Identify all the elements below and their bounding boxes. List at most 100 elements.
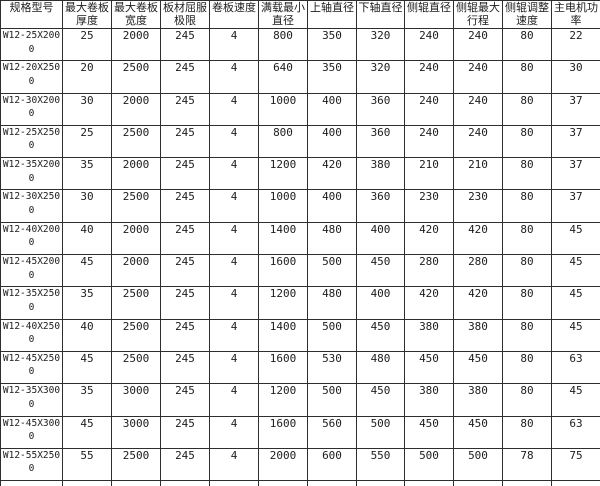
value-cell-lower_roll_diameter: 400 <box>356 221 405 256</box>
model-cell: W12-35X2000 <box>0 157 63 191</box>
value-cell-main_motor_power: 37 <box>551 189 600 223</box>
column-header-line: 主电机功 <box>554 1 598 15</box>
value-cell-full_load_min_diameter: 640 <box>258 60 308 94</box>
value-cell-side_roll_diameter: 240 <box>404 124 454 159</box>
table-row: W12-45X2500 45 2500 245 4 1600 530 480 450 450 80 6… <box>0 350 600 385</box>
table-row: W12-45X3000 45 3000 245 4 1600 560 500 450 450 80 6… <box>0 415 600 449</box>
value-cell-plate_yield_limit: 245 <box>160 350 210 385</box>
value-cell-side_roll_diameter: 280 <box>404 254 454 288</box>
value-cell-plate_yield_limit: 245 <box>160 254 210 288</box>
value-cell-rolling_speed: 4 <box>209 27 259 62</box>
value-cell-max_plate_thickness: 45 <box>62 415 112 449</box>
value-cell-plate_yield_limit: 245 <box>160 60 210 94</box>
value-cell-side_roll_max_stroke: 500 <box>453 447 503 482</box>
value-cell-lower_roll_diameter: 360 <box>356 124 405 159</box>
value-cell-side_roll_max_stroke: 380 <box>453 318 503 352</box>
table-row: W12-30X2500 30 2500 245 4 1000 400 360 230 230 80 3… <box>0 189 600 223</box>
value-cell-side_roll_diameter: 420 <box>404 221 454 256</box>
value-cell-lower_roll_diameter: 320 <box>356 27 405 62</box>
value-cell-max_plate_width: 3000 <box>111 383 161 417</box>
value-cell-side_roll_diameter: 240 <box>404 92 454 126</box>
value-cell-upper_roll_diameter: 530 <box>307 350 357 385</box>
column-header-full_load_min_diameter: 满载最小 直径 <box>258 0 308 29</box>
value-cell-upper_roll_diameter: 400 <box>307 92 357 126</box>
value-cell-side_roll_adjust_speed: 80 <box>502 60 552 94</box>
value-cell-plate_yield_limit: 245 <box>160 415 210 449</box>
value-cell-main_motor_power: 37 <box>551 92 600 126</box>
model-cell: W12-25X2000 <box>0 27 63 62</box>
value-cell-full_load_min_diameter: 800 <box>258 124 308 159</box>
value-cell-rolling_speed: 4 <box>209 221 259 256</box>
model-cell: W12-55X2500 <box>0 447 63 482</box>
value-cell-max_plate_width: 2000 <box>111 27 161 62</box>
value-cell-side_roll_adjust_speed: 80 <box>502 318 552 352</box>
value-cell-side_roll_max_stroke: 240 <box>453 60 503 94</box>
value-cell-rolling_speed: 4 <box>209 318 259 352</box>
value-cell-max_plate_thickness: 20 <box>62 60 112 94</box>
column-header-line: 厚度 <box>76 14 98 27</box>
column-header-line: 宽度 <box>125 14 147 27</box>
value-cell-full_load_min_diameter: 1200 <box>258 286 308 320</box>
table-row: W12-40X2000 40 2000 245 4 1400 480 400 420 420 80 4… <box>0 221 600 256</box>
column-header-line: 侧辊直径 <box>407 1 451 15</box>
table-row: W12-25X2500 25 2500 245 4 800 400 360 240 240 80 37 <box>0 124 600 159</box>
model-cell: W12-35X2500 <box>0 286 63 320</box>
value-cell-side_roll_max_stroke: 240 <box>453 27 503 62</box>
table-row: W12-35X3000 35 3000 245 4 1200 500 450 380 380 80 4… <box>0 383 600 417</box>
column-header-max_plate_thickness: 最大卷板 厚度 <box>62 0 112 29</box>
spec-table-body: W12-25X2000 25 2000 245 4 800 350 320 240 240 80 22… <box>0 27 600 486</box>
column-header-model: 规格型号 <box>0 0 63 29</box>
value-cell-main_motor_power: 63 <box>551 415 600 449</box>
column-header-upper_roll_diameter: 上轴直径 <box>307 0 357 29</box>
table-row: W12-25X2000 25 2000 245 4 800 350 320 240 240 80 22 <box>0 27 600 62</box>
column-header-line: 下轴直径 <box>358 1 403 15</box>
value-cell-lower_roll_diameter: 400 <box>356 286 405 320</box>
value-cell-lower_roll_diameter: 450 <box>356 318 405 352</box>
empty-cell <box>502 480 552 486</box>
value-cell-max_plate_width: 2000 <box>111 157 161 191</box>
value-cell-full_load_min_diameter: 1000 <box>258 189 308 223</box>
empty-cell <box>404 480 454 486</box>
value-cell-rolling_speed: 4 <box>209 254 259 288</box>
model-cell: W12-45X2500 <box>0 350 63 385</box>
column-header-lower_roll_diameter: 下轴直径 <box>356 0 405 29</box>
value-cell-rolling_speed: 4 <box>209 415 259 449</box>
value-cell-lower_roll_diameter: 380 <box>356 157 405 191</box>
value-cell-side_roll_adjust_speed: 80 <box>502 383 552 417</box>
value-cell-max_plate_thickness: 45 <box>62 254 112 288</box>
value-cell-upper_roll_diameter: 420 <box>307 157 357 191</box>
column-header-line: 率 <box>570 14 582 27</box>
model-cell: W12-40X2500 <box>0 318 63 352</box>
column-header-line: 最大卷板 <box>114 1 158 15</box>
value-cell-side_roll_max_stroke: 420 <box>453 286 503 320</box>
value-cell-rolling_speed: 4 <box>209 286 259 320</box>
model-cell: W12-20X2500 <box>0 60 63 94</box>
value-cell-main_motor_power: 63 <box>551 350 600 385</box>
value-cell-rolling_speed: 4 <box>209 383 259 417</box>
column-header-side_roll_diameter: 侧辊直径 <box>404 0 454 29</box>
value-cell-plate_yield_limit: 245 <box>160 92 210 126</box>
value-cell-plate_yield_limit: 245 <box>160 286 210 320</box>
empty-cell <box>258 480 308 486</box>
value-cell-side_roll_diameter: 500 <box>404 447 454 482</box>
column-header-rolling_speed: 卷板速度 <box>209 0 259 29</box>
value-cell-upper_roll_diameter: 600 <box>307 447 357 482</box>
column-header-main_motor_power: 主电机功率 <box>551 0 600 29</box>
model-cell: W12-45X2000 <box>0 254 63 288</box>
value-cell-main_motor_power: 37 <box>551 157 600 191</box>
value-cell-upper_roll_diameter: 560 <box>307 415 357 449</box>
table-row: W12-45X2000 45 2000 245 4 1600 500 450 280 280 80 4… <box>0 254 600 288</box>
empty-cell <box>111 480 161 486</box>
value-cell-side_roll_adjust_speed: 80 <box>502 350 552 385</box>
value-cell-side_roll_max_stroke: 240 <box>453 124 503 159</box>
value-cell-lower_roll_diameter: 550 <box>356 447 405 482</box>
value-cell-full_load_min_diameter: 1600 <box>258 415 308 449</box>
value-cell-side_roll_max_stroke: 380 <box>453 383 503 417</box>
column-header-line: 板材屈服 <box>163 1 207 15</box>
value-cell-side_roll_max_stroke: 280 <box>453 254 503 288</box>
value-cell-side_roll_max_stroke: 210 <box>453 157 503 191</box>
value-cell-max_plate_thickness: 35 <box>62 157 112 191</box>
value-cell-max_plate_thickness: 35 <box>62 286 112 320</box>
